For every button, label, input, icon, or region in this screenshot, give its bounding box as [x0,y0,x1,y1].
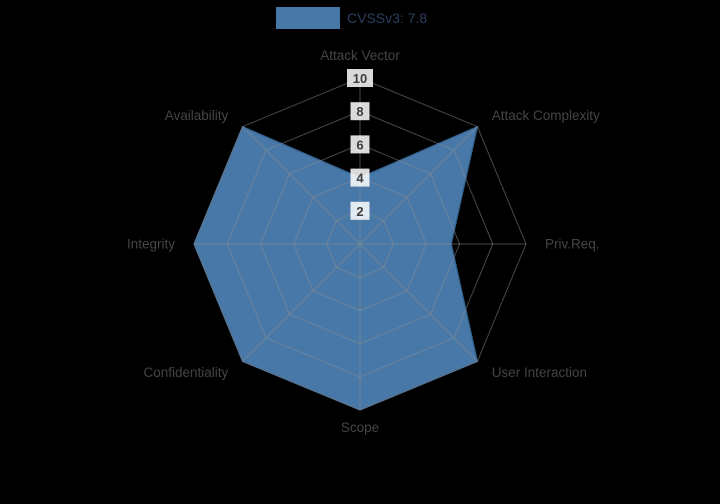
axis-label-priv-req-: Priv.Req. [545,237,600,252]
radial-tick-box [350,201,370,220]
axis-label-integrity: Integrity [127,237,175,252]
radar-axis-spoke [242,126,361,245]
radial-tick-label: 4 [356,171,364,186]
axis-label-attack-vector: Attack Vector [320,48,400,63]
axis-label-user-interaction: User Interaction [492,365,587,380]
radial-tick-label: 10 [353,71,367,86]
radial-tick-label: 6 [356,137,363,152]
radial-tick-box [347,69,373,87]
radar-axis-spoke [242,243,361,362]
radial-tick-label: 8 [356,104,363,119]
legend-label: CVSSv3: 7.8 [347,10,428,26]
axis-label-attack-complexity: Attack Complexity [492,108,600,123]
axis-label-confidentiality: Confidentiality [144,365,229,380]
radar-axis-spoke [359,243,478,362]
legend[interactable]: CVSSv3: 7.8 [276,7,427,29]
axis-label-scope: Scope [341,420,379,435]
radial-tick-box [350,135,370,154]
axis-label-availability: Availability [165,108,229,123]
radial-tick-box [350,168,370,187]
legend-swatch[interactable] [276,7,340,29]
radar-axis-spoke [359,126,478,245]
radial-tick-label: 2 [356,204,363,219]
radial-tick-box [350,102,370,121]
